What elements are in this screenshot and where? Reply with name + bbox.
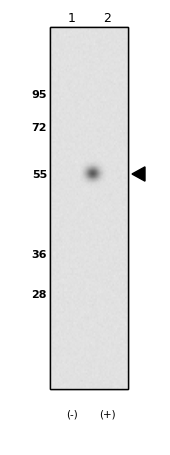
Text: 95: 95 — [31, 90, 47, 100]
Polygon shape — [132, 167, 145, 182]
Text: (+): (+) — [99, 409, 115, 419]
Text: (-): (-) — [66, 409, 78, 419]
Text: 36: 36 — [31, 249, 47, 259]
Bar — [50, 28, 128, 389]
Text: 2: 2 — [103, 11, 111, 25]
Bar — [50, 28, 128, 389]
Text: 72: 72 — [31, 123, 47, 133]
Text: 1: 1 — [68, 11, 76, 25]
Text: 28: 28 — [31, 289, 47, 299]
Text: 55: 55 — [32, 170, 47, 180]
